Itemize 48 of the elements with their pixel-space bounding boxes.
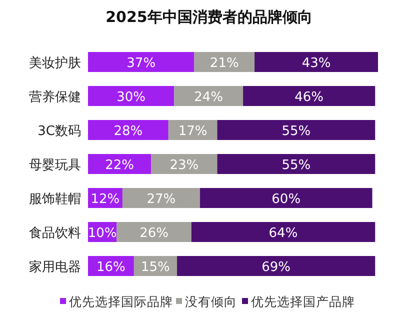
bar <box>254 52 378 72</box>
bar <box>194 52 255 72</box>
bar <box>174 86 244 106</box>
data-label: 43% <box>302 56 331 71</box>
legend-label: 没有倾向 <box>185 294 237 309</box>
bar <box>217 120 376 140</box>
data-label: 12% <box>90 192 120 207</box>
data-label: 15% <box>141 260 170 275</box>
y-tick-label: 母婴玩具 <box>29 158 81 173</box>
data-label: 37% <box>126 56 156 71</box>
data-label: 60% <box>272 192 301 207</box>
data-label: 17% <box>178 124 208 139</box>
bar <box>177 256 376 276</box>
bar <box>88 120 168 140</box>
bar <box>88 52 194 72</box>
y-tick-label: 服饰鞋帽 <box>29 192 81 207</box>
data-label: 28% <box>114 124 143 139</box>
bar <box>122 188 200 208</box>
y-tick-label: 美妆护肤 <box>29 55 81 71</box>
data-label: 55% <box>282 158 311 173</box>
bar <box>88 86 174 106</box>
data-label: 55% <box>282 124 311 139</box>
data-label: 30% <box>116 90 146 105</box>
data-label: 21% <box>210 56 239 71</box>
data-label: 23% <box>170 158 199 173</box>
data-label: 27% <box>146 192 176 207</box>
chart-title: 2025年中国消费者的品牌倾向 <box>106 8 312 26</box>
data-label: 46% <box>294 90 324 105</box>
bar <box>200 188 372 208</box>
data-label: 22% <box>105 158 134 173</box>
data-label: 24% <box>194 90 224 105</box>
bar <box>217 154 376 174</box>
data-label: 26% <box>140 226 168 241</box>
y-tick-label: 食品饮料 <box>29 226 81 241</box>
bar <box>151 154 218 174</box>
y-tick-label: 营养保健 <box>29 89 81 105</box>
bar <box>88 154 152 174</box>
legend-label: 优先选择国际品牌 <box>69 294 173 309</box>
y-tick-label: 3C数码 <box>38 124 81 139</box>
data-label: 10% <box>88 226 117 241</box>
legend-label: 优先选择国产品牌 <box>251 294 355 309</box>
bar <box>191 222 376 242</box>
y-tick-label: 家用电器 <box>29 259 81 275</box>
data-label: 69% <box>262 260 291 275</box>
bar <box>243 86 376 106</box>
bar <box>116 222 192 242</box>
data-label: 64% <box>268 226 298 241</box>
data-label: 16% <box>96 260 126 275</box>
